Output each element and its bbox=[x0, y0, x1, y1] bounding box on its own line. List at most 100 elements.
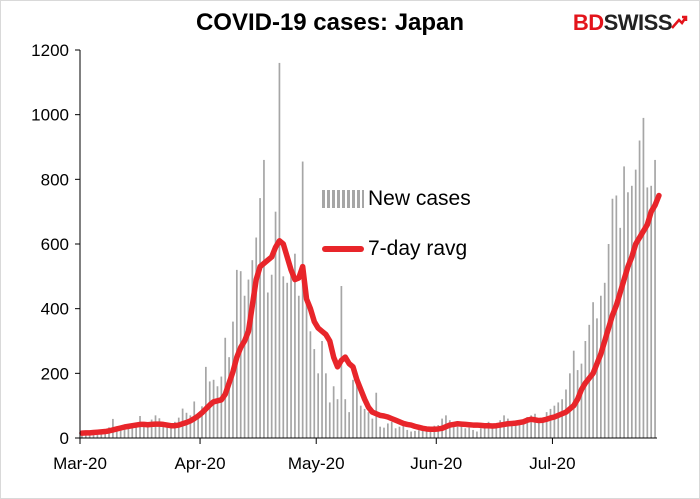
x-tick-label: Jun-20 bbox=[410, 454, 462, 473]
bar-new-cases bbox=[483, 425, 486, 438]
bar-new-cases bbox=[131, 427, 134, 438]
y-tick-label: 400 bbox=[41, 300, 69, 319]
bar-new-cases bbox=[600, 295, 602, 438]
bar-new-cases bbox=[518, 425, 521, 438]
bar-new-cases bbox=[522, 421, 525, 438]
brand-logo-part1: BD bbox=[572, 10, 604, 35]
bar-new-cases bbox=[421, 428, 424, 438]
bar-new-cases bbox=[417, 430, 420, 438]
bar-new-cases bbox=[499, 420, 502, 438]
legend-item-7day-ravg: 7-day ravg bbox=[322, 236, 471, 262]
bar-new-cases bbox=[491, 423, 494, 438]
bar-new-cases bbox=[464, 428, 467, 438]
bar-new-cases bbox=[646, 187, 649, 438]
bar-new-cases bbox=[580, 363, 583, 438]
bar-new-cases bbox=[247, 279, 250, 438]
bar-new-cases bbox=[212, 379, 215, 438]
legend: New cases 7-day ravg bbox=[322, 186, 471, 286]
bar-new-cases bbox=[309, 331, 312, 438]
bar-new-cases bbox=[205, 366, 207, 438]
bar-new-cases bbox=[530, 415, 532, 438]
bar-new-cases bbox=[607, 244, 610, 438]
bar-new-cases bbox=[266, 292, 269, 438]
bar-new-cases bbox=[228, 357, 230, 438]
bar-new-cases bbox=[456, 426, 459, 438]
bar-new-cases bbox=[642, 117, 645, 439]
bar-new-cases bbox=[356, 376, 358, 438]
bar-new-cases bbox=[297, 295, 300, 438]
bar-new-cases bbox=[317, 373, 320, 438]
bar-new-cases bbox=[123, 424, 126, 438]
y-tick-label: 1200 bbox=[31, 41, 69, 60]
bar-new-cases bbox=[344, 399, 347, 438]
bar-new-cases bbox=[325, 373, 327, 438]
bar-new-cases bbox=[201, 406, 203, 438]
bar-new-cases bbox=[174, 421, 176, 438]
brand-arrow-icon bbox=[671, 15, 688, 29]
legend-swatch-line bbox=[322, 246, 364, 252]
x-tick-label: Jul-20 bbox=[529, 454, 575, 473]
bar-new-cases bbox=[476, 431, 478, 438]
bar-new-cases bbox=[301, 161, 304, 439]
bar-new-cases bbox=[638, 140, 641, 438]
bar-new-cases bbox=[514, 423, 517, 438]
bar-new-cases bbox=[615, 195, 618, 438]
line-layer bbox=[79, 192, 662, 436]
bar-new-cases bbox=[553, 405, 556, 438]
bar-new-cases bbox=[332, 386, 335, 438]
brand-logo: BD SWISS bbox=[573, 10, 688, 36]
bar-new-cases bbox=[538, 418, 540, 438]
line-7day-ravg bbox=[79, 192, 662, 436]
legend-swatch-bars bbox=[322, 190, 364, 208]
x-tick-labels: Mar-20 Apr-20 May-20 Jun-20 Jul-20 bbox=[53, 454, 576, 473]
bar-new-cases bbox=[402, 425, 405, 438]
bar-new-cases bbox=[255, 237, 258, 438]
bar-new-cases bbox=[627, 192, 629, 438]
chart-title: COVID-19 cases: Japan bbox=[195, 9, 465, 36]
x-tick-label: May-20 bbox=[288, 454, 345, 473]
bar-new-cases bbox=[495, 424, 498, 438]
bar-new-cases bbox=[549, 408, 552, 438]
bar-new-cases bbox=[278, 62, 281, 439]
bar-new-cases bbox=[274, 211, 277, 438]
y-tick-label: 200 bbox=[41, 364, 69, 383]
bar-new-cases bbox=[170, 423, 172, 438]
bar-new-cases bbox=[383, 427, 385, 438]
bar-new-cases bbox=[414, 430, 416, 438]
bar-new-cases bbox=[406, 429, 409, 438]
bar-new-cases bbox=[146, 425, 149, 438]
bar-new-cases bbox=[379, 426, 381, 438]
bar-new-cases bbox=[603, 282, 606, 438]
bar-new-cases bbox=[313, 349, 316, 438]
bar-new-cases bbox=[487, 421, 490, 438]
bar-new-cases bbox=[143, 423, 145, 438]
bar-new-cases bbox=[294, 253, 296, 438]
bar-new-cases bbox=[634, 169, 637, 438]
bar-new-cases bbox=[425, 428, 428, 438]
bar-new-cases bbox=[367, 412, 370, 438]
bar-new-cases bbox=[623, 166, 625, 438]
legend-item-new-cases: New cases bbox=[322, 186, 471, 212]
bar-new-cases bbox=[328, 402, 331, 438]
x-tick-label: Apr-20 bbox=[175, 454, 226, 473]
bar-new-cases bbox=[286, 282, 289, 438]
bar-new-cases bbox=[654, 159, 656, 438]
bar-new-cases bbox=[243, 295, 246, 438]
bar-new-cases bbox=[534, 413, 536, 438]
bar-new-cases bbox=[545, 412, 548, 438]
bar-new-cases bbox=[263, 159, 265, 438]
bar-new-cases bbox=[135, 424, 137, 438]
bar-new-cases bbox=[448, 420, 451, 438]
axes-layer bbox=[75, 49, 657, 444]
bar-new-cases bbox=[561, 399, 563, 438]
bar-new-cases bbox=[510, 421, 513, 438]
bar-new-cases bbox=[150, 419, 153, 438]
brand-logo-part2: SWISS bbox=[603, 10, 673, 35]
bar-new-cases bbox=[371, 418, 374, 438]
bar-new-cases bbox=[387, 423, 389, 438]
legend-label-new-cases: New cases bbox=[368, 187, 471, 210]
bar-new-cases bbox=[596, 318, 598, 438]
y-tick-label: 800 bbox=[41, 170, 69, 189]
bar-new-cases bbox=[119, 428, 122, 438]
bar-new-cases bbox=[282, 276, 285, 438]
